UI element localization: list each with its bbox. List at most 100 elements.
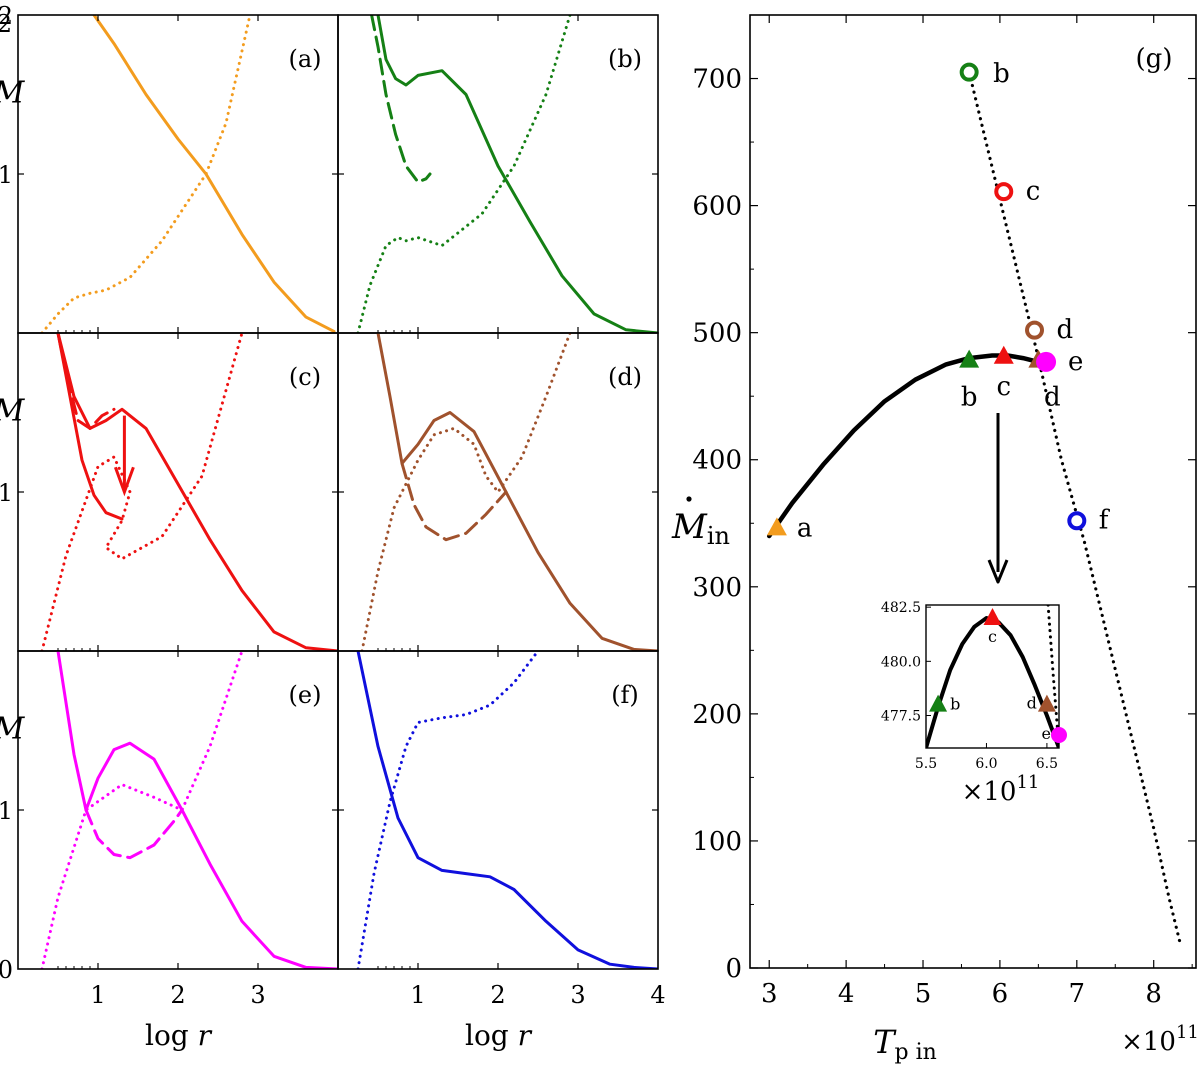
marker-triangle-c (993, 345, 1014, 364)
panel-d-dashed-line (400, 461, 508, 542)
marker-ring-c (994, 182, 1014, 202)
panel-a-label: (a) (288, 45, 321, 73)
panel-g-ytick-label: 600 (692, 192, 742, 222)
xlabel-r: r (518, 1019, 533, 1052)
panel-f: (f) 1 2 3 4 log r (337, 650, 666, 1052)
panel-f-xtick-label: 3 (570, 981, 585, 1009)
panel-e-dotted-line (40, 651, 244, 969)
panel-e-xtick-label: 2 (170, 981, 185, 1009)
marker-label-f: f (1099, 506, 1111, 536)
inset-frame (925, 604, 1060, 749)
panel-c-arrow (113, 415, 135, 497)
panel-g-ytick-label: 300 (692, 573, 742, 603)
panel-g-inset: 5.5 6.0 6.5 477.5 480.0 482.5 ×1011 b c de (881, 600, 1067, 807)
inset-marker-label-b: b (950, 695, 960, 714)
xlabel-log: log (465, 1019, 518, 1052)
inset-arrow-head (987, 559, 1009, 584)
panel-g-label: (g) (1136, 44, 1173, 74)
panel-f-series (356, 651, 658, 969)
panel-b-solid-line (376, 15, 658, 333)
inset-xtick-label: 6.5 (1036, 756, 1058, 772)
ylabel-dot (686, 496, 692, 502)
panel-g-multiplier: ×1011 (1121, 1022, 1199, 1057)
panel-c-solid-upper-line (56, 333, 338, 651)
panel-g-ytick-label: 0 (725, 954, 742, 984)
panel-g-xtick-label: 7 (1069, 979, 1086, 1009)
panel-g-xtick-label: 3 (761, 979, 778, 1009)
marker-label-e: e (1068, 347, 1083, 377)
panel-e-ytick-label: 1 (0, 797, 13, 825)
panel-e-label: (e) (289, 681, 322, 709)
panel-e-dashed-line (84, 808, 184, 860)
panel-c: (c) M 1 (0, 332, 339, 652)
marker-label-b: b (961, 383, 978, 413)
marker-ring-b (959, 62, 979, 82)
inset-marker-triangle-d (1037, 694, 1056, 712)
panel-g-xtick-label: 8 (1145, 979, 1162, 1009)
multiplier-base: ×10 (1121, 1027, 1176, 1057)
inset-ytick-label: 480.0 (881, 654, 921, 670)
panel-e-series (40, 651, 338, 969)
inset-multiplier: ×1011 (962, 772, 1040, 807)
panel-c-ylabel: M (0, 394, 26, 429)
panel-b-label: (b) (608, 45, 642, 73)
xlabel-r: r (198, 1019, 213, 1052)
inset-xtick-label: 5.5 (915, 756, 937, 772)
panel-g-ytick-label: 500 (692, 319, 742, 349)
panel-f-xtick-label: 2 (490, 981, 505, 1009)
panel-g-xlabel: Tp in (873, 1023, 937, 1065)
panel-e-ylabel: M (0, 712, 26, 747)
xlabel-log: log (145, 1019, 198, 1052)
panel-g-xtick-label: 5 (915, 979, 932, 1009)
panel-c-dotted-line (40, 333, 244, 651)
panel-a-ytick-label: 1 (0, 161, 13, 189)
panel-b-dashed-line (370, 15, 432, 184)
marker-disk-e (1036, 351, 1057, 372)
panel-a-ylabel: M (0, 76, 26, 111)
marker-ring-d (1025, 320, 1045, 340)
inset-marker-disk-e (1051, 727, 1067, 743)
panel-c-ytick-label: 1 (0, 479, 13, 507)
ylabel-M: M (671, 507, 708, 547)
panel-a-ytick-label: 2 (0, 2, 13, 30)
ylabel-sub: in (707, 522, 730, 550)
panel-e-ytick-label: 0 (0, 956, 13, 984)
marker-ring-f (1067, 511, 1087, 531)
panel-c-label: (c) (289, 363, 321, 391)
xlabel-T: T (873, 1023, 897, 1061)
panel-d-label: (d) (608, 363, 642, 391)
marker-triangle-b (959, 349, 980, 368)
panel-a: (a) M 1 2 (0, 2, 339, 334)
panel-d-series (360, 333, 658, 651)
panel-g-frame (749, 14, 1197, 969)
inset-marker-triangle-b (929, 694, 948, 712)
panel-b-dotted-line (356, 15, 572, 333)
inset-marker-label-e: e (1042, 724, 1051, 743)
panel-f-xtick-label: 4 (650, 981, 665, 1009)
panel-d: (d) (337, 332, 659, 652)
panel-e-xlabel: log r (145, 1019, 213, 1052)
panel-g-ytick-label: 700 (692, 65, 742, 95)
inset-marker-label-c: c (988, 627, 997, 646)
marker-label-a: a (797, 513, 813, 543)
panel-e-xtick-label: 1 (90, 981, 105, 1009)
inset-ytick-label: 482.5 (881, 600, 921, 616)
panel-f-label: (f) (611, 681, 639, 709)
panel-b: (b) (337, 14, 659, 334)
panel-d-dotted-line (360, 333, 572, 651)
marker-label-d: d (1057, 315, 1074, 345)
panel-b-series (356, 15, 658, 333)
marker-triangle-a (766, 517, 787, 536)
panel-e-xtick-label: 3 (250, 981, 265, 1009)
panel-c-dashed-line (56, 333, 116, 430)
panel-g-xtick-label: 6 (992, 979, 1009, 1009)
marker-label-c: c (1026, 177, 1041, 207)
inset-xtick-label: 6.0 (975, 756, 997, 772)
panel-f-xlabel: log r (465, 1019, 533, 1052)
panel-g-xtick-label: 4 (838, 979, 855, 1009)
panel-f-solid-line (356, 651, 658, 969)
marker-label-c: c (996, 372, 1011, 402)
